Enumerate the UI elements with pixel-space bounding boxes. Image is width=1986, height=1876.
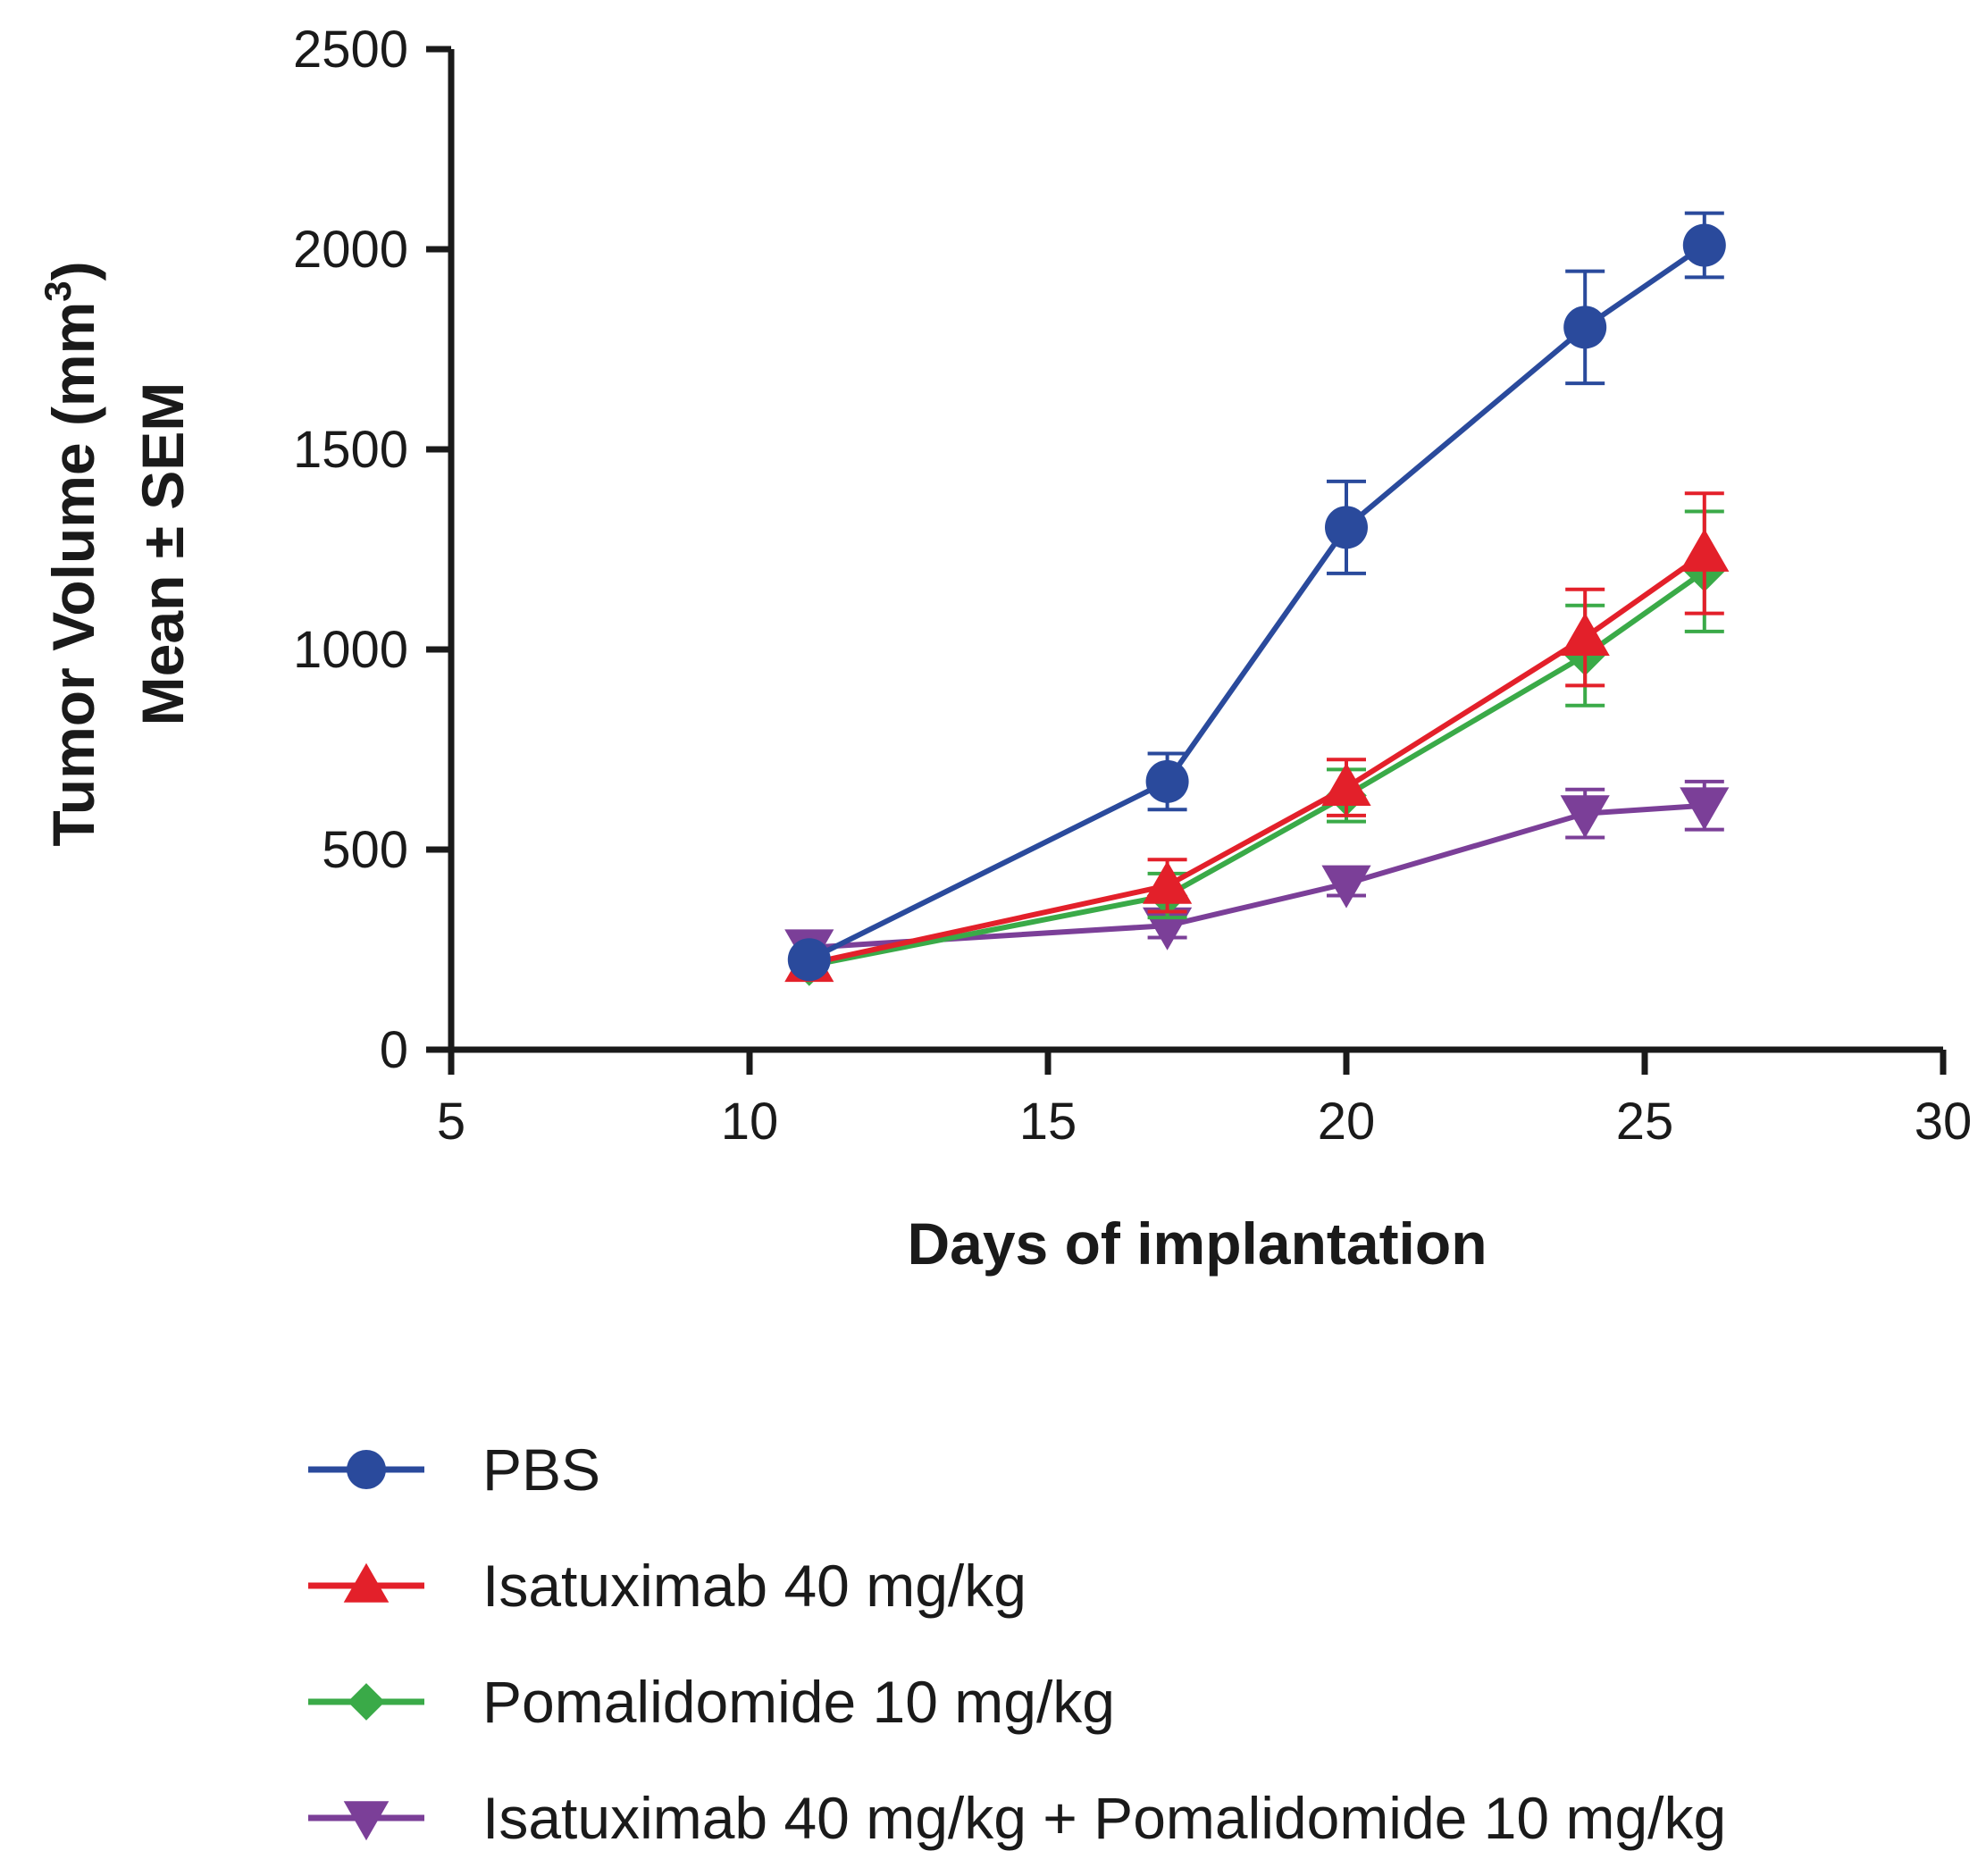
data-point xyxy=(1680,528,1730,572)
x-axis-title: Days of implantation xyxy=(907,1210,1487,1277)
legend-marker xyxy=(348,1683,385,1721)
legend-item-combination: Isatuximab 40 mg/kg + Pomalidomide 10 mg… xyxy=(304,1760,1726,1876)
series-1 xyxy=(784,491,1730,983)
legend-swatch-circle-icon xyxy=(308,1450,424,1489)
y-tick-label: 500 xyxy=(322,821,408,879)
y-tick-label: 2500 xyxy=(293,21,408,79)
y-tick-label: 2000 xyxy=(293,221,408,279)
x-tick-label: 30 xyxy=(1915,1093,1973,1151)
legend-item-pbs: PBS xyxy=(304,1411,1726,1528)
legend-swatch-triangle-up-icon xyxy=(308,1562,424,1603)
legend-label-combination: Isatuximab 40 mg/kg + Pomalidomide 10 mg… xyxy=(482,1785,1727,1851)
legend-marker xyxy=(343,1801,390,1841)
y-axis-title-line1: Tumor Volume (mm3) xyxy=(37,261,106,846)
tumor-volume-chart: 0 500 1000 1500 2000 2500 5 10 15 20 25 30 Tumor V… xyxy=(37,21,1972,1277)
legend-label-pbs: PBS xyxy=(482,1436,601,1503)
legend-swatch-diamond-icon xyxy=(308,1683,424,1721)
x-tick-label: 15 xyxy=(1019,1093,1077,1151)
data-point xyxy=(1560,612,1610,656)
data-point xyxy=(787,938,831,982)
axes: 0 500 1000 1500 2000 2500 5 10 15 20 25 30 xyxy=(293,21,1972,1151)
x-tick-label: 25 xyxy=(1616,1093,1674,1151)
series-2 xyxy=(789,509,1725,986)
legend: PBS Isatuximab 40 mg/kg Pomalidomide 10 … xyxy=(304,1411,1726,1876)
x-ticks: 5 10 15 20 25 30 xyxy=(437,1050,1972,1151)
legend-label-isatuximab: Isatuximab 40 mg/kg xyxy=(482,1553,1027,1619)
legend-marker xyxy=(347,1450,386,1489)
legend-marker xyxy=(343,1562,390,1603)
legend-item-isatuximab: Isatuximab 40 mg/kg xyxy=(304,1528,1726,1644)
data-point xyxy=(1143,860,1193,904)
data-point xyxy=(1321,762,1371,806)
series-line xyxy=(808,243,1706,962)
data-point xyxy=(1560,795,1610,839)
data-point xyxy=(1680,787,1730,831)
legend-label-pomalidomide: Pomalidomide 10 mg/kg xyxy=(482,1669,1116,1735)
data-point xyxy=(1145,759,1189,803)
y-tick-label: 1500 xyxy=(293,421,408,479)
data-point xyxy=(1321,865,1371,909)
legend-swatch-triangle-down-icon xyxy=(308,1801,424,1841)
y-ticks: 0 500 1000 1500 2000 2500 xyxy=(293,21,451,1079)
series-layer xyxy=(784,211,1730,986)
data-point xyxy=(1563,306,1607,349)
y-axis-title-line2: Mean ± SEM xyxy=(130,382,196,726)
x-tick-label: 5 xyxy=(437,1093,465,1151)
data-point xyxy=(1325,506,1368,549)
y-tick-label: 0 xyxy=(380,1021,408,1079)
x-tick-label: 10 xyxy=(721,1093,779,1151)
legend-item-pomalidomide: Pomalidomide 10 mg/kg xyxy=(304,1644,1726,1760)
data-point xyxy=(1682,223,1726,267)
series-0 xyxy=(787,211,1726,982)
x-tick-label: 20 xyxy=(1318,1093,1376,1151)
y-tick-label: 1000 xyxy=(293,621,408,679)
series-line xyxy=(809,802,1705,951)
